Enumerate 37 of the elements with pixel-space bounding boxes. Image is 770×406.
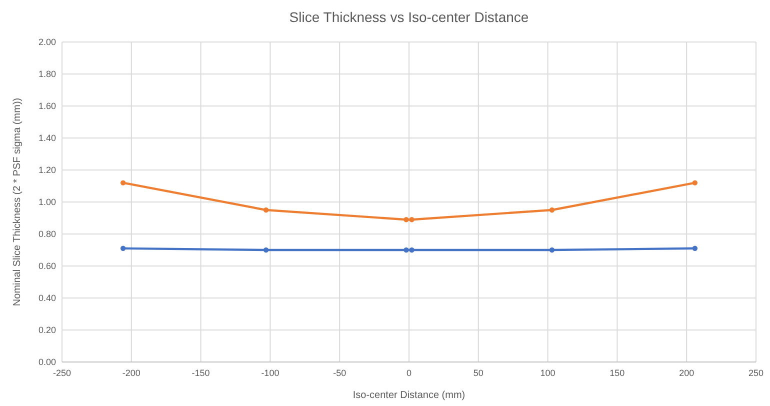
y-tick-label: 1.80 [38,69,56,80]
x-tick-label: -200 [122,368,140,378]
x-tick-label: 100 [540,368,556,378]
y-tick-label: 2.00 [38,37,56,48]
x-tick-label: -150 [192,368,210,378]
x-tick-label: -50 [333,368,346,378]
y-tick-label: 1.20 [38,165,56,176]
point [263,207,269,213]
x-tick-label: 50 [473,368,484,378]
y-tick-label: 0.80 [38,229,56,240]
x-tick-label: 0 [406,368,412,378]
y-tick-label: 1.40 [38,133,56,144]
point [404,247,409,253]
point [120,180,126,186]
x-tick-label: -250 [52,368,72,378]
point [409,217,414,222]
point [409,247,414,253]
point [692,180,698,186]
y-tick-label: 0.60 [38,261,56,272]
y-axis-title: Nominal Slice Thickness (2 * PSF sigma (mm)) [12,98,23,306]
point [404,217,409,222]
x-axis-title: Iso-center Distance (mm) [352,390,466,401]
point [692,246,698,251]
y-tick-label: 0.40 [38,293,56,304]
y-tick-label: 1.00 [38,197,56,208]
y-tick-label: 1.60 [38,101,56,112]
y-tick-label: 0.00 [38,357,56,368]
point [120,246,126,251]
x-tick-label: -100 [261,368,280,378]
point [549,247,555,253]
x-tick-label: 150 [610,368,625,378]
point [549,207,555,213]
y-tick-label: 0.20 [38,325,56,336]
x-tick-label: 200 [679,368,694,378]
chart-title: Slice Thickness vs Iso-center Distance [289,9,529,25]
x-tick-label: 250 [748,368,764,378]
point [263,247,269,253]
